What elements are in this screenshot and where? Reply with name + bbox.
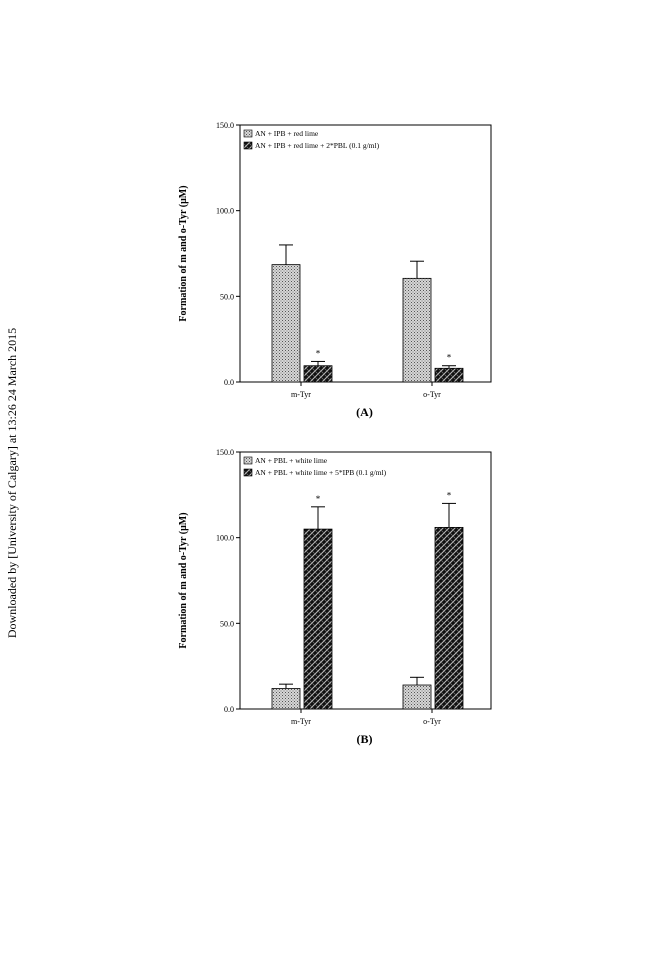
x-tick-label: m-Tyr bbox=[291, 717, 311, 726]
bar bbox=[402, 277, 432, 383]
bar bbox=[303, 365, 333, 383]
chart-a: 0.0 50.0 100.0 150.0 Formation of m and o-Ty… bbox=[178, 121, 492, 419]
bar bbox=[434, 526, 464, 710]
x-tick-label: m-Tyr bbox=[291, 390, 311, 399]
legend-label: AN + PBL + white lime bbox=[255, 456, 328, 465]
y-tick-label: 150.0 bbox=[216, 448, 234, 457]
plot-frame bbox=[239, 451, 492, 710]
legend-swatch bbox=[243, 141, 253, 150]
panel-label: (A) bbox=[356, 405, 373, 419]
legend-label: AN + IPB + red lime bbox=[255, 129, 319, 138]
legend-swatch bbox=[243, 468, 253, 477]
legend-label: AN + IPB + red lime + 2*PBL (0.1 g/ml) bbox=[255, 141, 380, 150]
legend-label: AN + PBL + white lime + 5*IPB (0.1 g/ml) bbox=[255, 468, 387, 477]
y-tick-label: 0.0 bbox=[224, 705, 234, 714]
x-tick-label: o-Tyr bbox=[423, 390, 441, 399]
legend-swatch bbox=[243, 129, 253, 138]
x-tick-label: o-Tyr bbox=[423, 717, 441, 726]
y-axis-label: Formation of m and o-Tyr (μM) bbox=[178, 512, 189, 648]
chart-b: 0.0 50.0 100.0 150.0 Formation of m and o-Ty… bbox=[178, 448, 492, 746]
significance-mark: * bbox=[447, 353, 452, 363]
significance-mark: * bbox=[316, 348, 321, 358]
bar bbox=[271, 688, 301, 710]
y-tick-label: 50.0 bbox=[220, 619, 234, 628]
y-tick-label: 100.0 bbox=[216, 207, 234, 216]
significance-mark: * bbox=[447, 490, 452, 500]
y-axis-label: Formation of m and o-Tyr (μM) bbox=[178, 185, 189, 321]
bar bbox=[402, 684, 432, 710]
y-tick-label: 50.0 bbox=[220, 292, 234, 301]
y-tick-label: 150.0 bbox=[216, 121, 234, 130]
bar bbox=[271, 264, 301, 383]
plot-frame bbox=[239, 124, 492, 383]
significance-mark: * bbox=[316, 494, 321, 504]
y-tick-label: 100.0 bbox=[216, 534, 234, 543]
y-tick-label: 0.0 bbox=[224, 378, 234, 387]
bar bbox=[303, 528, 333, 710]
bar bbox=[434, 367, 464, 383]
legend-swatch bbox=[243, 456, 253, 465]
panel-label: (B) bbox=[357, 732, 373, 746]
